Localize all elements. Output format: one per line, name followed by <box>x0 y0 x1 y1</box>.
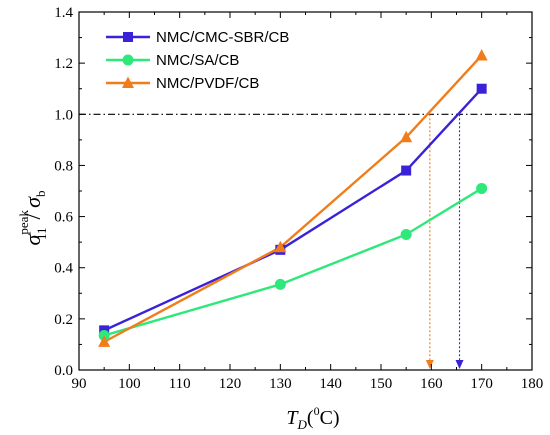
series-line <box>103 87 483 332</box>
data-point <box>400 130 413 143</box>
reference-layer <box>79 113 532 369</box>
x-axis-title: TD(0C) <box>286 404 339 432</box>
data-point <box>401 165 412 176</box>
legend-label: NMC/CMC-SBR/CB <box>156 29 289 46</box>
y-tick-label: 1.4 <box>54 5 73 21</box>
x-tick-label: 100 <box>118 376 141 392</box>
y-tick-label: 1.0 <box>54 107 73 123</box>
legend-label: NMC/PVDF/CB <box>156 75 259 92</box>
data-point <box>400 228 412 240</box>
x-tick-label: 90 <box>72 376 87 392</box>
data-point <box>98 335 111 347</box>
plot-frame <box>78 11 533 371</box>
axis-layer: 90 100 110 120 130 140 150 160 170 180 0.0 0.2 0.4 0.… <box>54 5 543 392</box>
x-tick-label: 160 <box>420 376 443 392</box>
legend: NMC/CMC-SBR/CB NMC/SA/CB NMC/PVDF/CB <box>106 29 289 92</box>
y-tick-label: 0.2 <box>54 312 73 328</box>
x-tick-label: 150 <box>370 376 393 392</box>
x-tick-label: 120 <box>219 376 242 392</box>
y-tick-label: 0.0 <box>54 363 73 379</box>
data-point <box>274 278 286 290</box>
legend-marker <box>122 54 134 66</box>
legend-label: NMC/SA/CB <box>156 52 239 69</box>
intercept-arrow <box>425 360 434 369</box>
data-point <box>476 182 488 194</box>
x-tick-label: 140 <box>319 376 342 392</box>
x-tick-label: 110 <box>169 376 191 392</box>
x-tick-label: 130 <box>269 376 292 392</box>
y-tick-label: 1.2 <box>54 56 73 72</box>
y-tick-label: 0.8 <box>54 158 73 174</box>
x-tick-label: 180 <box>521 376 544 392</box>
data-point <box>274 240 287 253</box>
data-point <box>476 83 487 94</box>
series-line <box>103 54 483 343</box>
legend-marker <box>122 76 134 88</box>
data-point <box>475 48 488 61</box>
x-tick-label: 170 <box>470 376 493 392</box>
series-layer <box>98 48 488 347</box>
legend-marker <box>123 32 133 42</box>
y-axis-title: σpeak 11/ σb <box>16 191 49 246</box>
y-tick-label: 0.4 <box>54 261 73 277</box>
intercept-arrow <box>455 360 464 369</box>
series-line <box>103 187 483 337</box>
y-tick-label: 0.6 <box>54 210 73 226</box>
